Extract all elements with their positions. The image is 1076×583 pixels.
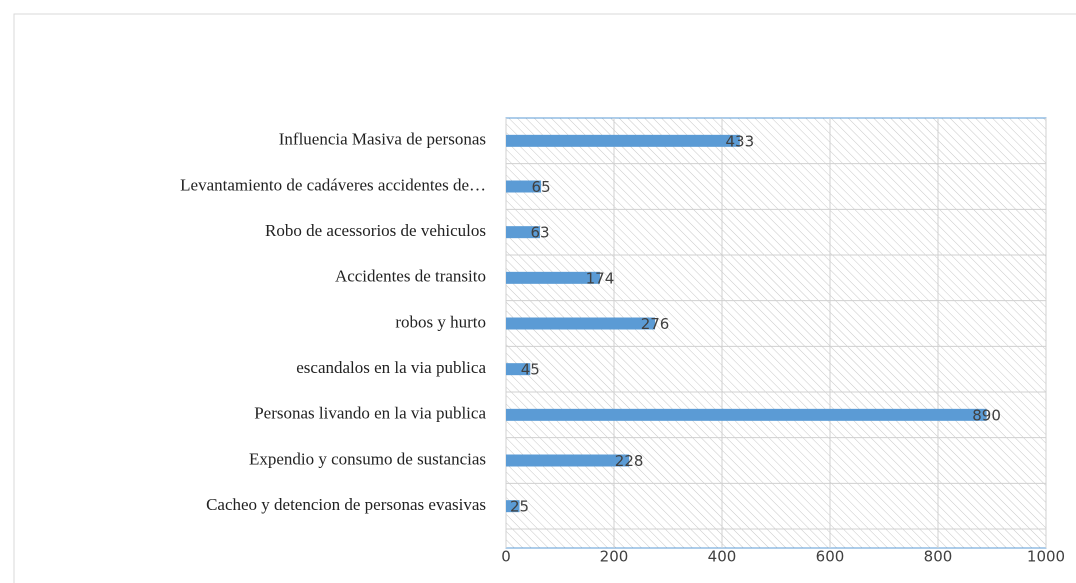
y-tick-label: Cacheo y detencion de personas evasivas <box>206 495 486 514</box>
y-tick-label: robos y hurto <box>395 312 486 331</box>
bar <box>506 408 987 421</box>
data-label: 174 <box>586 269 615 287</box>
y-tick-label: Personas livando en la via publica <box>254 404 486 423</box>
bar <box>506 317 656 330</box>
x-tick-label: 600 <box>816 548 845 566</box>
bar <box>506 134 740 147</box>
bar <box>506 454 630 467</box>
bar <box>506 180 542 193</box>
data-label: 45 <box>521 361 540 379</box>
data-label: 276 <box>641 315 670 333</box>
data-label: 25 <box>510 498 529 516</box>
x-tick-label: 800 <box>924 548 953 566</box>
plot-area <box>505 117 1047 549</box>
x-tick-label: 1000 <box>1027 548 1065 566</box>
x-tick-label: 400 <box>708 548 737 566</box>
y-tick-label: escandalos en la via publica <box>296 358 486 377</box>
y-tick-label: Levantamiento de cadáveres accidentes de… <box>180 175 486 194</box>
y-tick-label: Robo de acessorios de vehiculos <box>265 221 486 240</box>
data-label: 433 <box>725 132 754 150</box>
data-label: 228 <box>615 452 644 470</box>
bar <box>506 226 541 239</box>
y-tick-label: Accidentes de transito <box>335 267 486 286</box>
data-label: 63 <box>530 224 549 242</box>
bar <box>506 271 600 284</box>
data-label: 890 <box>972 406 1001 424</box>
chart-border <box>13 13 1076 583</box>
x-tick-label: 200 <box>600 548 629 566</box>
bar <box>506 500 520 513</box>
y-tick-label: Expendio y consumo de sustancias <box>249 449 486 468</box>
x-tick-label: 0 <box>501 548 511 566</box>
data-label: 65 <box>532 178 551 196</box>
y-tick-label: Influencia Masiva de personas <box>279 130 486 149</box>
bar <box>506 363 531 376</box>
